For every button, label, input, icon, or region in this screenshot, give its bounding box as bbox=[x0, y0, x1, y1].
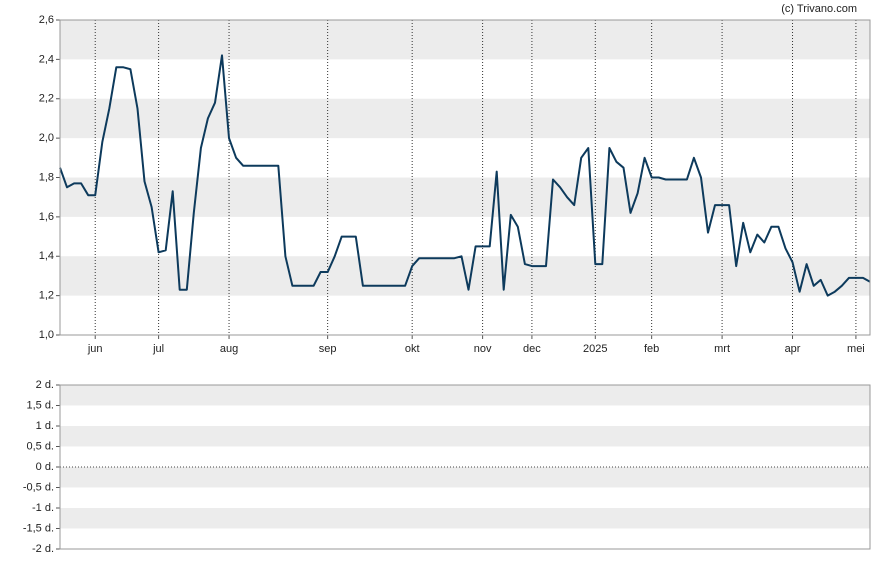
x-tick-label: jun bbox=[87, 343, 103, 355]
y-tick-label: 1,8 bbox=[39, 171, 54, 183]
y-tick-label: 1,4 bbox=[39, 250, 54, 262]
price-line bbox=[59, 54, 871, 297]
y-tick-label: -0,5 d. bbox=[23, 481, 54, 493]
plot-frame bbox=[59, 384, 871, 550]
grid-band bbox=[60, 467, 870, 488]
grid-band bbox=[60, 20, 870, 60]
y-tick-label: 2,6 bbox=[39, 14, 54, 26]
grid-band bbox=[60, 385, 870, 406]
grid-band bbox=[60, 177, 870, 217]
y-tick-label: 0 d. bbox=[36, 461, 54, 473]
y-tick-label: -1,5 d. bbox=[23, 522, 54, 534]
y-tick-label: 0,5 d. bbox=[26, 440, 54, 452]
y-tick-label: 2 d. bbox=[36, 379, 54, 391]
x-tick-label: mei bbox=[847, 343, 865, 355]
x-tick-label: apr bbox=[785, 343, 801, 355]
y-tick-label: -2 d. bbox=[32, 543, 54, 555]
y-tick-label: 2,0 bbox=[39, 132, 54, 144]
x-tick-label: okt bbox=[405, 343, 420, 355]
y-tick-label: 1 d. bbox=[36, 420, 54, 432]
grid-band bbox=[60, 508, 870, 529]
x-tick-label: dec bbox=[523, 343, 541, 355]
y-tick-label: 2,2 bbox=[39, 93, 54, 105]
y-tick-label: 1,6 bbox=[39, 211, 54, 223]
y-tick-label: -1 d. bbox=[32, 502, 54, 514]
grid-band bbox=[60, 426, 870, 447]
y-tick-label: 2,4 bbox=[39, 53, 54, 65]
x-tick-label: sep bbox=[319, 343, 337, 355]
y-tick-label: 1,0 bbox=[39, 329, 54, 341]
plot-frame bbox=[59, 19, 871, 336]
x-tick-label: mrt bbox=[714, 343, 730, 355]
x-tick-label: aug bbox=[220, 343, 238, 355]
y-tick-label: 1,5 d. bbox=[26, 399, 54, 411]
credit: (c) Trivano.com bbox=[781, 3, 857, 15]
x-tick-label: nov bbox=[474, 343, 492, 355]
x-tick-label: feb bbox=[644, 343, 659, 355]
x-tick-label: jul bbox=[152, 343, 164, 355]
grid-band bbox=[60, 98, 870, 139]
x-tick-label: 2025 bbox=[583, 343, 607, 355]
y-tick-label: 1,2 bbox=[39, 290, 54, 302]
